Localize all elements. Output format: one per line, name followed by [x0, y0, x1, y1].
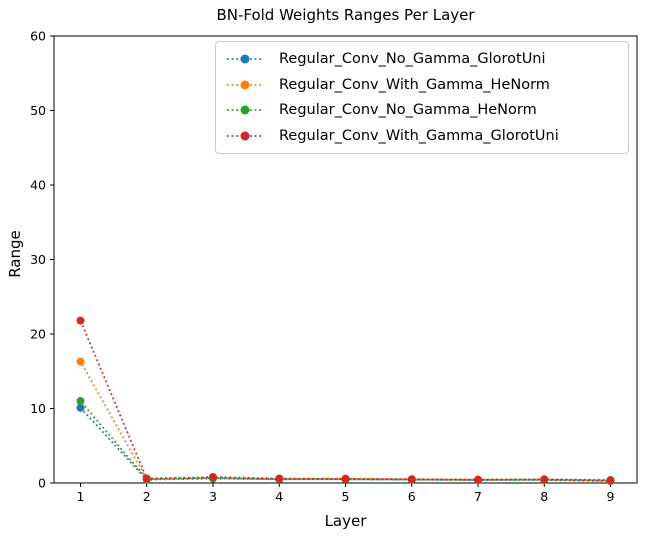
legend-item: Regular_Conv_No_Gamma_HeNorm — [226, 102, 618, 118]
data-point-marker — [275, 474, 284, 483]
legend-item-label: Regular_Conv_With_Gamma_GlorotUni — [279, 128, 559, 145]
data-point-marker — [474, 475, 482, 484]
data-point-marker — [76, 316, 85, 325]
x-tick-label: 8 — [540, 489, 548, 504]
legend-item: Regular_Conv_No_Gamma_GlorotUni — [226, 51, 618, 67]
y-tick-label: 10 — [30, 401, 46, 416]
legend-item: Regular_Conv_With_Gamma_HeNorm — [226, 77, 618, 93]
legend-item-label: Regular_Conv_No_Gamma_HeNorm — [279, 102, 537, 119]
series-line — [79, 407, 611, 483]
legend-dotted-line-marker-icon — [227, 105, 263, 115]
legend-dotted-line-marker-icon — [227, 131, 263, 141]
legend-box: Regular_Conv_No_Gamma_GlorotUni Regular_C… — [215, 41, 629, 154]
x-tick-label: 1 — [77, 489, 85, 504]
x-tick-label: 4 — [275, 489, 283, 504]
chart-title: BN-Fold Weights Ranges Per Layer — [216, 6, 475, 24]
y-tick-label: 20 — [30, 326, 46, 341]
x-tick-label: 9 — [607, 489, 615, 504]
x-axis-label: Layer — [324, 512, 367, 530]
y-tick-label: 0 — [38, 475, 46, 490]
series-line — [79, 400, 611, 481]
x-tick-label: 2 — [143, 489, 151, 504]
y-tick-label: 60 — [30, 28, 46, 43]
x-tick-label: 3 — [209, 489, 217, 504]
legend-item-label: Regular_Conv_No_Gamma_GlorotUni — [279, 50, 546, 67]
y-tick-label: 50 — [30, 103, 46, 118]
series-line — [79, 320, 611, 482]
x-tick-label: 6 — [408, 489, 416, 504]
legend-dotted-line-marker-icon — [227, 80, 263, 90]
data-point-marker — [76, 397, 85, 406]
data-point-marker — [209, 473, 217, 482]
data-point-marker — [341, 474, 350, 483]
data-point-marker — [606, 476, 615, 485]
legend-dotted-line-marker-icon — [227, 54, 263, 64]
data-point-marker — [407, 475, 416, 484]
series-line — [79, 361, 611, 482]
legend-item-label: Regular_Conv_With_Gamma_HeNorm — [279, 76, 550, 93]
data-point-marker — [76, 357, 85, 366]
x-tick-label: 7 — [474, 489, 482, 504]
data-point-marker — [540, 475, 549, 484]
y-tick-label: 30 — [30, 252, 46, 267]
x-tick-label: 5 — [342, 489, 350, 504]
data-point-marker — [142, 474, 151, 483]
y-tick-label: 40 — [30, 177, 46, 192]
legend-item: Regular_Conv_With_Gamma_GlorotUni — [226, 128, 618, 144]
data-point-marker — [76, 403, 85, 412]
